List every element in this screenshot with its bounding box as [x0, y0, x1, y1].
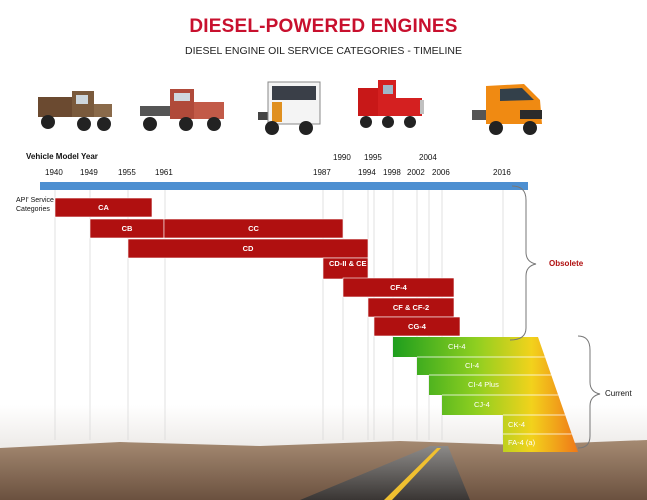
year-label-1990: 1990 — [333, 153, 351, 162]
category-label: CA — [98, 202, 109, 212]
category-label: CF & CF-2 — [392, 302, 430, 312]
year-label-2006: 2006 — [432, 168, 450, 177]
year-label-1949: 1949 — [80, 168, 98, 177]
category-label: CF-4 — [390, 282, 407, 292]
current-category-label: CI-4 Plus — [468, 380, 499, 389]
year-label-1987: 1987 — [313, 168, 331, 177]
timeline-bar — [40, 182, 528, 190]
year-label-1961: 1961 — [155, 168, 173, 177]
current-category-label: FA-4 (a) — [508, 438, 536, 447]
year-label-1955: 1955 — [118, 168, 136, 177]
category-bar — [127, 238, 369, 259]
category-bar — [54, 197, 153, 218]
obsolete-label: Obsolete — [549, 259, 584, 268]
year-label-1940: 1940 — [45, 168, 63, 177]
truck-orange-modern-illustration — [472, 84, 542, 135]
page-title: DIESEL-POWERED ENGINES — [189, 16, 458, 37]
truck-1940s-illustration — [38, 91, 112, 131]
year-label-1995: 1995 — [364, 153, 382, 162]
current-label: Current — [605, 389, 632, 398]
category-label: CD-II & CE — [329, 259, 367, 268]
category-bar — [163, 218, 344, 239]
truck-red-modern-illustration — [358, 80, 424, 128]
category-label: CC — [248, 223, 259, 233]
category-label: CD — [242, 243, 254, 253]
obsolete-brace — [509, 185, 537, 341]
current-category-label: CJ-4 — [474, 400, 490, 409]
current-category-label: CI-4 — [465, 361, 480, 370]
current-category-label: CH-4 — [448, 342, 466, 351]
category-label: CG-4 — [408, 321, 426, 331]
row-header: API' Service Categories — [16, 197, 54, 213]
axis-label: Vehicle Model Year — [26, 152, 98, 161]
current-category-label: CK-4 — [508, 420, 526, 429]
truck-1970s-illustration — [258, 81, 321, 135]
year-label-1994: 1994 — [358, 168, 376, 177]
category-bar — [373, 316, 461, 337]
year-label-1998: 1998 — [383, 168, 401, 177]
category-bar — [342, 277, 455, 298]
truck-1950s-illustration — [140, 89, 224, 131]
page-subtitle: DIESEL ENGINE OIL SERVICE CATEGORIES - T… — [185, 45, 462, 57]
category-label: CB — [121, 223, 133, 233]
year-label-2002: 2002 — [407, 168, 425, 177]
current-brace — [577, 335, 601, 449]
current-categories-band — [393, 337, 578, 452]
year-label-2004: 2004 — [419, 153, 437, 162]
year-label-2016: 2016 — [493, 168, 511, 177]
